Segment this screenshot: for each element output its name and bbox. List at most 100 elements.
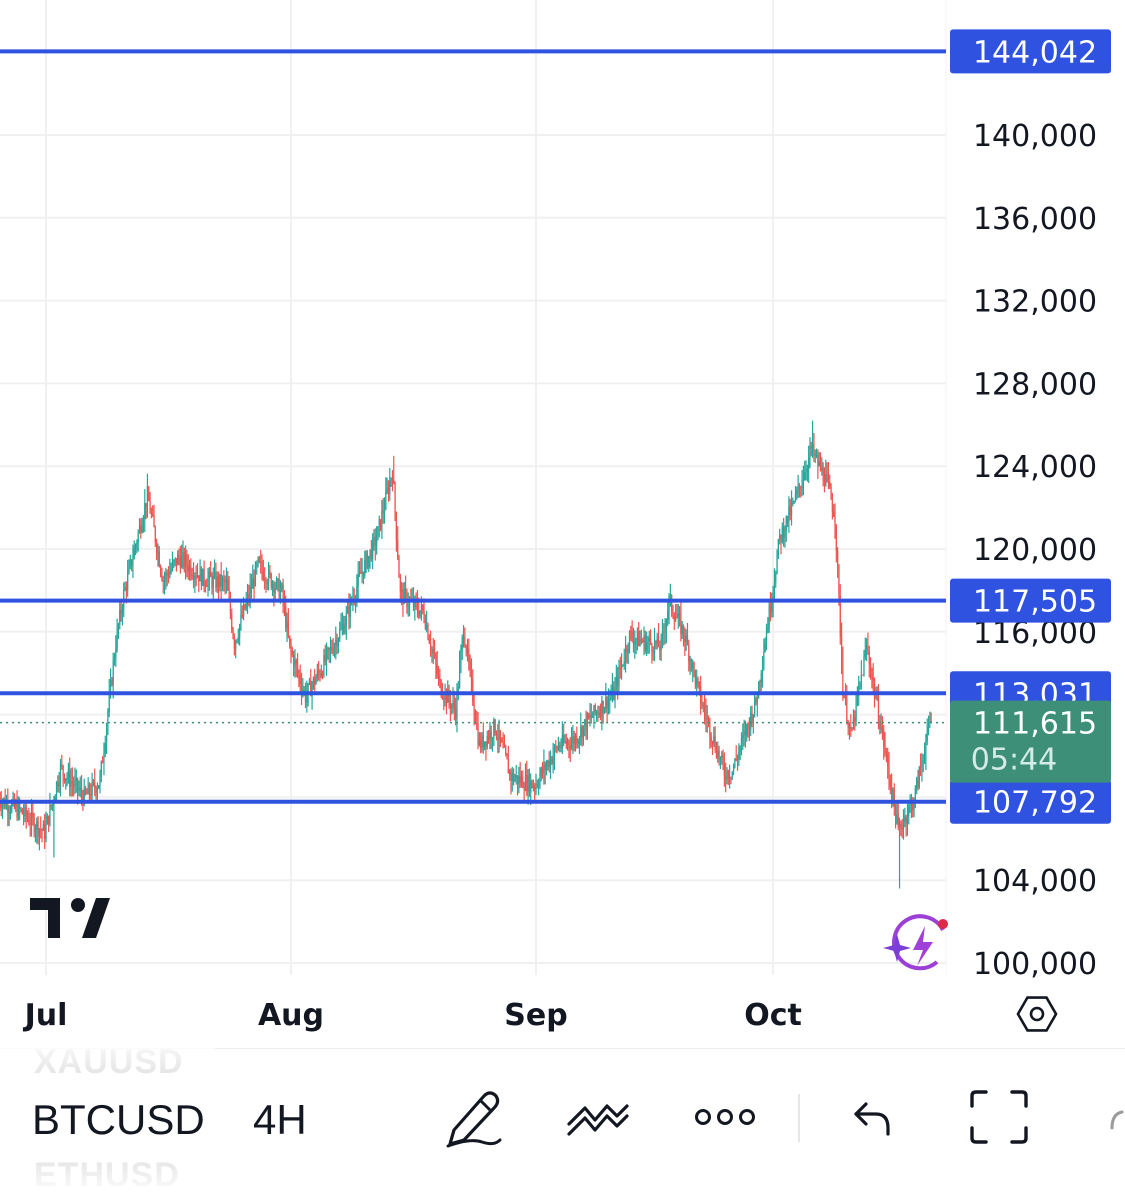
candle-body (236, 640, 237, 641)
candle-body (430, 643, 431, 649)
candle-body (862, 675, 863, 676)
candle-body (661, 638, 662, 650)
candle-body (599, 713, 600, 715)
candle-body (472, 679, 473, 703)
candle-body (227, 580, 228, 591)
candle-body (346, 613, 347, 626)
candle-body (468, 648, 469, 662)
candle-body (131, 560, 132, 566)
candle-body (886, 751, 887, 754)
candle-body (423, 610, 424, 619)
candle-body (700, 687, 701, 704)
candle-body (86, 793, 87, 794)
candle-body (39, 829, 40, 836)
candle-body (134, 548, 135, 559)
candle-body (560, 747, 561, 748)
candle-body (555, 747, 556, 748)
candle-body (780, 535, 781, 542)
candle-body (595, 705, 596, 712)
candle-body (138, 533, 139, 543)
candle-body (385, 491, 386, 509)
candle-body (850, 727, 851, 729)
candle-body (852, 729, 853, 730)
candle-body (827, 474, 828, 475)
candle-body (372, 539, 373, 559)
candle-body (803, 480, 804, 483)
candle-body (251, 586, 252, 588)
candle-body (344, 626, 345, 633)
candle-body (574, 736, 575, 743)
candle-body (500, 730, 501, 740)
candle-body (136, 543, 137, 546)
candle-body (360, 572, 361, 574)
candle-body (192, 575, 193, 576)
candle-body (417, 602, 418, 610)
candle-body (381, 511, 382, 529)
candle-body (607, 697, 608, 709)
candle-body (358, 574, 359, 586)
candle-body (65, 779, 66, 782)
candle-body (157, 551, 158, 553)
candle-body (333, 651, 334, 653)
candle-body (459, 664, 460, 688)
candle-body (223, 578, 224, 579)
candle-body (693, 663, 694, 671)
candle-body (315, 678, 316, 684)
candle-body (329, 648, 330, 650)
candle-body (722, 755, 723, 764)
symbol-current[interactable]: BTCUSD (32, 1096, 205, 1144)
fullscreen-icon[interactable] (968, 1088, 1030, 1146)
more-dots-icon[interactable] (694, 1106, 756, 1128)
settings-hexagon-icon[interactable] (1013, 989, 1061, 1038)
candle-body (576, 736, 577, 744)
candle-body (163, 580, 164, 581)
candle-body (479, 741, 480, 745)
candle-body (335, 640, 336, 646)
candle-body (419, 610, 420, 615)
interval-button[interactable]: 4H (253, 1096, 307, 1144)
candle-body (365, 553, 366, 560)
candle-body (94, 782, 95, 788)
candle-body (271, 574, 272, 587)
candle-body (692, 663, 693, 669)
candle-body (533, 787, 534, 788)
candle-body (643, 636, 644, 642)
pencil-icon[interactable] (440, 1086, 506, 1148)
candle-body (869, 652, 870, 665)
candle-body (496, 733, 497, 738)
price-chart[interactable]: 140,000136,000132,000128,000124,000120,0… (0, 0, 1125, 1048)
candle-body (688, 644, 689, 661)
candle-body (167, 573, 168, 575)
undo-arrow-icon[interactable] (850, 1098, 894, 1138)
candle-body (471, 669, 472, 679)
overflow-icon-partial[interactable] (1106, 1108, 1125, 1132)
candle-body (909, 804, 910, 806)
candle-body (114, 658, 115, 661)
candle-body (795, 494, 796, 501)
candle-body (221, 574, 222, 586)
candle-body (458, 688, 459, 692)
candle-body (651, 644, 652, 652)
candle-body (813, 444, 814, 455)
candle-body (211, 577, 212, 587)
candle-body (547, 761, 548, 765)
indicators-icon[interactable] (565, 1094, 631, 1138)
symbol-next[interactable]: ETHUSD (34, 1156, 180, 1195)
candle-body (143, 519, 144, 526)
x-tick-label: Aug (258, 998, 324, 1033)
candle-body (907, 816, 908, 823)
candle-body (734, 759, 735, 767)
candle-body (572, 736, 573, 741)
candle-body (815, 455, 816, 456)
candle-body (659, 647, 660, 650)
candle-body (200, 569, 201, 582)
candle-body (49, 805, 50, 824)
candle-body (281, 585, 282, 590)
candle-body (487, 736, 488, 747)
symbol-prev[interactable]: XAUUSD (34, 1043, 184, 1082)
ai-spark-icon[interactable] (883, 916, 948, 968)
candle-body (758, 682, 759, 699)
candle-body (763, 652, 764, 666)
candle-body (524, 788, 525, 790)
